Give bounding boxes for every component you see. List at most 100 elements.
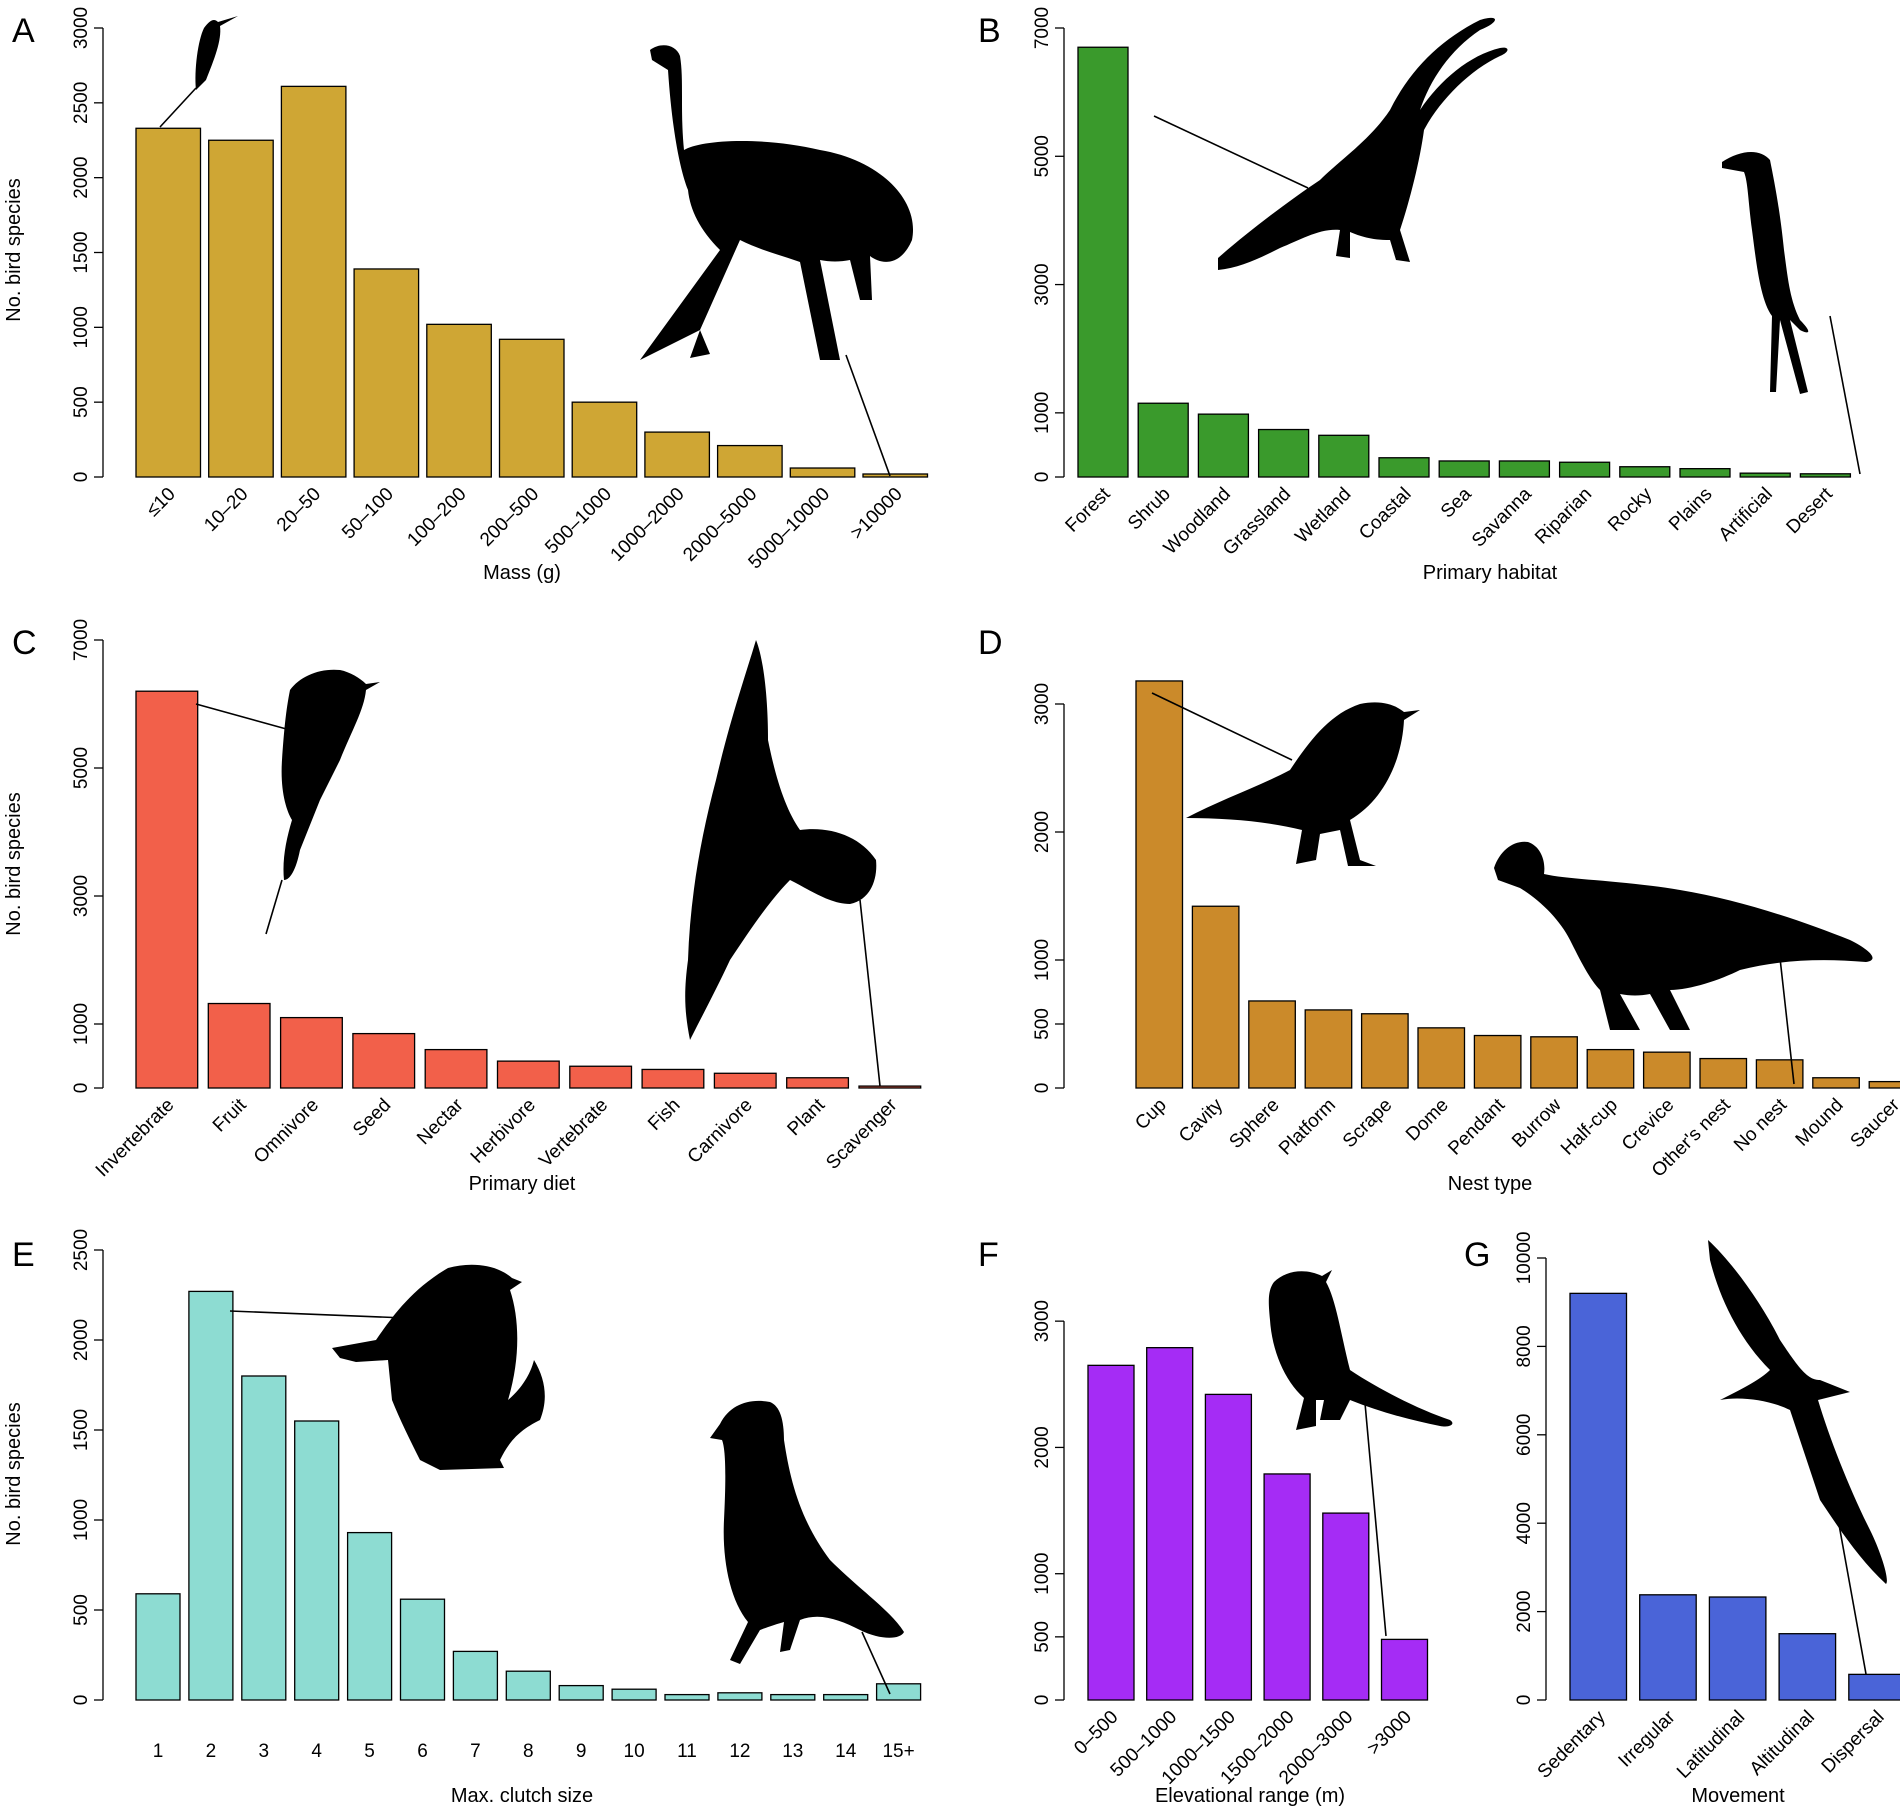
thrush-icon — [1151, 692, 1420, 866]
x-tick-label: Sea — [1437, 483, 1476, 522]
bar-Riparian — [1558, 461, 1611, 478]
x-tick-label: 9 — [576, 1741, 587, 1762]
panel-C: C No. bird species Primary diet Inverteb… — [3, 619, 922, 1195]
panel-letter: C — [12, 624, 37, 662]
x-tick-label: Fish — [644, 1095, 684, 1135]
x-tick-label: 50–100 — [338, 484, 398, 544]
bar-Artificial — [1739, 472, 1791, 478]
y-axis-title: No. bird species — [3, 792, 25, 935]
panel-letter: G — [1464, 1236, 1490, 1274]
y-tick-label: 500 — [1032, 1621, 1053, 1653]
bar-Herbivore — [496, 1060, 560, 1089]
x-axis-title: Nest type — [1448, 1173, 1532, 1195]
x-tick-label: >3000 — [1363, 1707, 1416, 1760]
bar-Sphere — [1248, 1000, 1296, 1089]
bar-20–50 — [280, 85, 347, 478]
x-tick-label: 0–500 — [1070, 1707, 1122, 1759]
bar-12 — [717, 1692, 763, 1701]
bar-1 — [135, 1593, 181, 1701]
y-tick-label: 1000 — [1032, 939, 1053, 981]
y-tick-label: 0 — [1032, 472, 1053, 483]
x-tick-label: Invertebrate — [92, 1095, 179, 1182]
bar-Invertebrate — [135, 690, 199, 1089]
bar-500–1000 — [1146, 1347, 1194, 1701]
x-tick-label: 7 — [470, 1741, 481, 1762]
x-tick-label: Dome — [1402, 1095, 1453, 1146]
bar-Sea — [1438, 460, 1490, 478]
x-axis-title: Primary habitat — [1423, 562, 1558, 584]
y-tick-label: 7000 — [71, 619, 92, 661]
x-tick-label: Coastal — [1355, 484, 1415, 544]
plover-icon — [1722, 151, 1861, 475]
bar-Plant — [786, 1077, 850, 1089]
y-tick-label: 0 — [1032, 1695, 1053, 1706]
x-tick-label: Plant — [784, 1094, 830, 1140]
x-tick-label: Cup — [1131, 1095, 1170, 1134]
x-tick-label: 11 — [677, 1741, 697, 1762]
y-tick-label: 1000 — [71, 1499, 92, 1541]
bar-Dispersal — [1848, 1673, 1900, 1701]
y-tick-label: 3000 — [71, 875, 92, 917]
y-tick-label: 0 — [71, 472, 92, 483]
y-tick-label: 5000 — [71, 747, 92, 789]
panel-letter: E — [12, 1236, 35, 1274]
bar-Dome — [1417, 1027, 1466, 1089]
bar-Woodland — [1197, 413, 1250, 478]
partridge-icon — [710, 1400, 904, 1695]
bar-Savanna — [1498, 460, 1551, 478]
bar-Vertebrate — [569, 1065, 633, 1089]
y-tick-label: 1500 — [71, 1409, 92, 1451]
vulture-icon — [685, 640, 881, 1087]
x-tick-label: Irregular — [1615, 1706, 1680, 1771]
x-tick-label: Desert — [1783, 483, 1838, 538]
y-axis-title: No. bird species — [3, 1402, 25, 1545]
bar-Platform — [1304, 1009, 1353, 1089]
bar-2000–5000 — [716, 444, 783, 478]
bar-6 — [399, 1598, 446, 1701]
x-tick-label: 100–200 — [403, 484, 470, 551]
bar-0–500 — [1087, 1364, 1135, 1701]
x-tick-label: Vertebrate — [535, 1095, 612, 1172]
x-tick-label: 13 — [782, 1741, 803, 1762]
bar-2000–3000 — [1322, 1512, 1370, 1701]
bar-50–100 — [353, 268, 420, 478]
x-tick-label: Wetland — [1291, 484, 1355, 548]
bar-Latitudinal — [1708, 1596, 1767, 1701]
bee-eater-icon — [195, 669, 380, 935]
bar-Half-cup — [1586, 1048, 1635, 1089]
x-tick-label: Saucer — [1847, 1094, 1900, 1152]
x-tick-label: Sedentary — [1534, 1706, 1610, 1782]
x-tick-label: 20–50 — [273, 484, 325, 536]
bar-Rocky — [1619, 466, 1671, 478]
y-tick-label: 5000 — [1032, 135, 1053, 177]
x-tick-label: Scavenger — [822, 1094, 902, 1174]
panel-letter: D — [978, 624, 1003, 662]
x-tick-label: ≤10 — [143, 484, 180, 521]
bar-Omnivore — [279, 1016, 343, 1089]
bar-Altitudinal — [1778, 1633, 1837, 1701]
y-tick-label: 3000 — [1032, 263, 1053, 305]
bar-1500–2000 — [1263, 1473, 1311, 1701]
bar-Burrow — [1530, 1036, 1578, 1089]
x-tick-label: Riparian — [1531, 484, 1596, 549]
y-tick-label: 2000 — [71, 157, 92, 199]
bar-Fish — [641, 1068, 705, 1089]
bar-Carnivore — [713, 1072, 777, 1089]
bar-Seed — [352, 1032, 416, 1089]
bar-3 — [241, 1375, 287, 1701]
x-tick-label: Forest — [1062, 483, 1115, 536]
bar-Scrape — [1360, 1013, 1409, 1089]
x-tick-label: Mound — [1792, 1095, 1848, 1151]
y-tick-label: 1000 — [1032, 392, 1053, 434]
ostrich-icon — [640, 45, 914, 477]
x-tick-label: 1 — [153, 1741, 164, 1762]
bar-200–500 — [498, 338, 565, 478]
panel-letter: B — [978, 12, 1001, 50]
bar-No nest — [1755, 1059, 1804, 1089]
x-tick-label: 3 — [259, 1741, 270, 1762]
y-tick-label: 2000 — [1514, 1590, 1535, 1632]
bar-Pendant — [1473, 1034, 1522, 1089]
x-tick-label: 12 — [729, 1741, 750, 1762]
